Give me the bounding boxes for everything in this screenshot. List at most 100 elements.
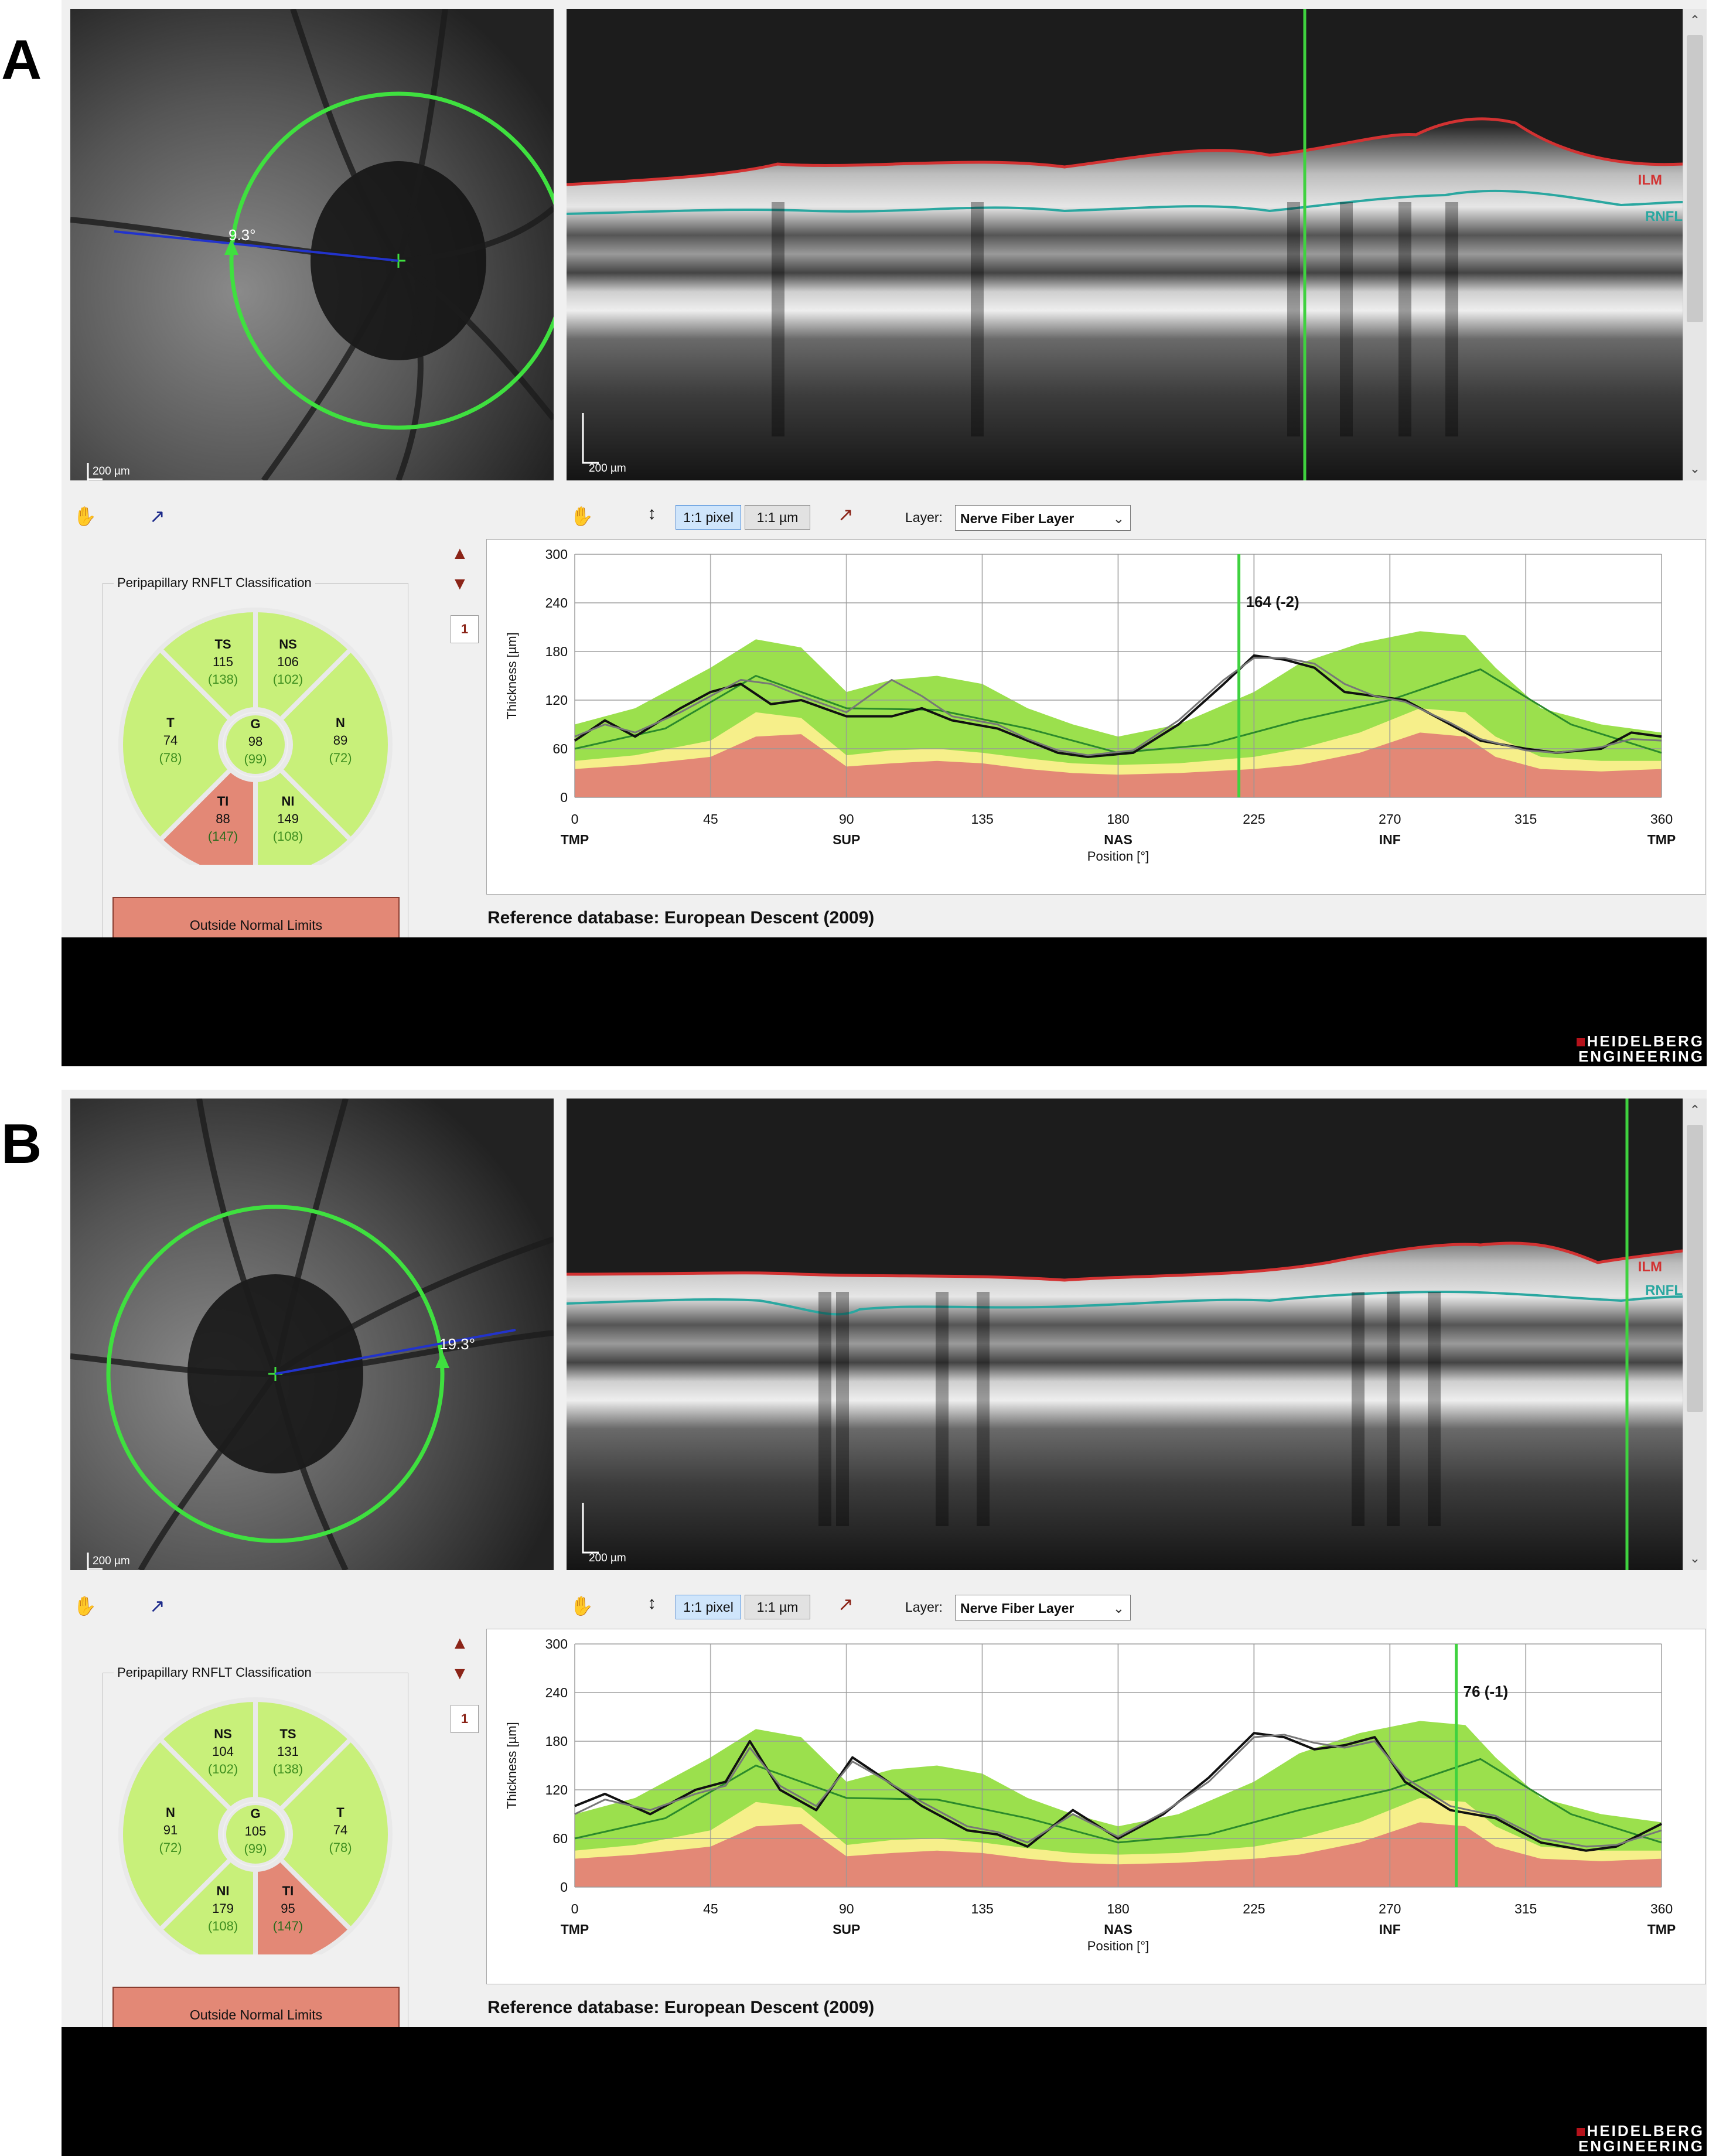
vessel-shadow (1340, 202, 1353, 436)
sector-pie: NS 104 (102) TS 131 (138) T 74 (78) TI 95 (147) NI 17… (118, 1697, 393, 1954)
sector-ni (156, 1855, 258, 1954)
thickness-chart-svg: 0 60 120 180 240 300 0 45 90 135 180 225 270 315 360 TM… (504, 1636, 1676, 1953)
scan-circle[interactable] (106, 1205, 445, 1543)
fundus-image[interactable]: 9.3° 200 µm (70, 9, 554, 480)
sector-value: 104 (212, 1744, 234, 1759)
sector-label: TS (214, 637, 231, 651)
pointer-icon[interactable]: ↗ (149, 1595, 165, 1616)
page-number[interactable]: 1 (451, 615, 479, 643)
scroll-thumb[interactable] (1687, 35, 1703, 322)
layer-select[interactable]: Nerve Fiber Layer ⌄ (955, 505, 1131, 531)
scale-label: 200 µm (93, 465, 130, 477)
scan-direction-arrow-icon (435, 1352, 449, 1368)
vertical-fit-icon[interactable]: ↕ (647, 504, 656, 523)
vitreous-region (567, 1099, 1683, 1280)
x-axis-title: Position [°] (1087, 1939, 1149, 1953)
scale-label: 200 µm (589, 462, 626, 475)
sector-label: TI (217, 794, 229, 808)
retinal-vessel (275, 1330, 554, 1377)
zoom-pixel-button[interactable]: 1:1 pixel (676, 505, 741, 530)
sector-value: 88 (216, 811, 230, 826)
y-tick-label: 240 (545, 595, 568, 610)
chevron-down-icon: ⌄ (1113, 1601, 1124, 1616)
y-tick-label: 60 (552, 1831, 568, 1846)
hand-icon[interactable]: ✋ (73, 1595, 97, 1616)
x-tick-label: 45 (703, 1901, 718, 1916)
scroll-up-arrow-icon[interactable]: ⌃ (1689, 13, 1701, 28)
arrow-down-icon[interactable]: ▼ (451, 574, 469, 593)
rnfl-line (567, 1290, 1683, 1316)
bscan-image[interactable]: ILM RNFL 200 µm (567, 1099, 1683, 1570)
sector-reference: (99) (244, 1841, 267, 1856)
retinal-vessel (196, 1099, 278, 1375)
sector-reference: (78) (159, 750, 182, 765)
footer-band: HEIDELBERG ENGINEERING (62, 2027, 1707, 2156)
x-tick-label: 180 (1107, 811, 1129, 827)
retinal-vessel (290, 9, 401, 262)
sector-value: 74 (163, 733, 178, 748)
scroll-down-arrow-icon[interactable]: ⌄ (1689, 461, 1701, 476)
vessel-shadow (1352, 1292, 1365, 1526)
sector-reference: (72) (329, 750, 352, 765)
vessel-shadow (836, 1292, 849, 1526)
sector-reference: (138) (208, 672, 238, 687)
y-axis-title: Thickness [µm] (504, 632, 519, 719)
retinal-vessel (396, 258, 554, 421)
scroll-thumb[interactable] (1687, 1125, 1703, 1412)
sector-t (118, 646, 234, 844)
scan-circle[interactable] (229, 91, 554, 430)
sector-n (277, 646, 393, 844)
x-tick-label: 45 (703, 811, 718, 827)
panel-a: 9.3° 200 µm ILM RNFL 200 µm ⌃ ⌄ ✋ ↗ ✋ ↕ 1:1 pix… (62, 0, 1707, 1066)
fundus-svg: 9.3° 200 µm (70, 9, 554, 480)
zoom-um-button[interactable]: 1:1 µm (745, 505, 810, 530)
sector-label: NS (214, 1727, 232, 1741)
fundus-image[interactable]: 19.3° 200 µm (70, 1099, 554, 1570)
layer-edit-pointer-icon[interactable]: ↗ (838, 504, 854, 525)
arrow-down-icon[interactable]: ▼ (451, 1664, 469, 1683)
arrow-up-icon[interactable]: ▲ (451, 1633, 469, 1653)
zoom-um-button[interactable]: 1:1 µm (745, 1595, 810, 1619)
scroll-down-arrow-icon[interactable]: ⌄ (1689, 1551, 1701, 1565)
sector-label: G (250, 1806, 260, 1821)
classification-title: Peripapillary RNFLT Classification (114, 1665, 315, 1680)
hand-icon[interactable]: ✋ (73, 506, 97, 527)
y-tick-label: 300 (545, 1636, 568, 1652)
retinal-vessel (395, 259, 424, 480)
sector-reference: (102) (273, 672, 303, 687)
layer-select[interactable]: Nerve Fiber Layer ⌄ (955, 1595, 1131, 1621)
sector-reference: (108) (208, 1919, 238, 1933)
reference-database: Reference database: European Descent (20… (487, 1998, 875, 2017)
sector-reference: (72) (159, 1840, 182, 1855)
sector-axis-label: NAS (1104, 832, 1132, 847)
x-tick-label: 135 (971, 811, 993, 827)
scale-bar (87, 463, 103, 480)
retinal-vessel (138, 1372, 278, 1570)
scroll-up-arrow-icon[interactable]: ⌃ (1689, 1103, 1701, 1117)
y-tick-label: 180 (545, 644, 568, 659)
patient-thickness-line-alt (574, 657, 1662, 756)
layer-edit-pointer-icon[interactable]: ↗ (838, 1594, 854, 1615)
bscan-svg: ILM RNFL 200 µm (567, 9, 1683, 480)
vertical-fit-icon[interactable]: ↕ (647, 1594, 656, 1613)
zoom-pixel-button[interactable]: 1:1 pixel (676, 1595, 741, 1619)
pointer-icon[interactable]: ↗ (149, 506, 165, 527)
bscan-image[interactable]: ILM RNFL 200 µm (567, 9, 1683, 480)
hand-icon[interactable]: ✋ (570, 1595, 593, 1616)
bscan-scrollbar[interactable]: ⌃ ⌄ (1683, 9, 1707, 480)
hand-icon[interactable]: ✋ (570, 506, 593, 527)
page-number[interactable]: 1 (451, 1705, 479, 1733)
vessel-shadow (936, 1292, 949, 1526)
sector-axis-label: SUP (833, 1922, 860, 1937)
sector-reference: (147) (273, 1919, 303, 1933)
heidelberg-logo: HEIDELBERG ENGINEERING (1576, 1033, 1704, 1064)
y-tick-label: 120 (545, 1782, 568, 1797)
y-tick-label: 240 (545, 1685, 568, 1700)
layer-caption: Layer: (905, 510, 943, 525)
bscan-scrollbar[interactable]: ⌃ ⌄ (1683, 1099, 1707, 1570)
arrow-up-icon[interactable]: ▲ (451, 544, 469, 563)
sector-value: 149 (277, 811, 299, 826)
x-tick-label: 90 (839, 1901, 854, 1916)
panel-letter-a: A (1, 29, 42, 91)
rnflt-classification: Peripapillary RNFLT Classification TS 115… (103, 575, 408, 965)
